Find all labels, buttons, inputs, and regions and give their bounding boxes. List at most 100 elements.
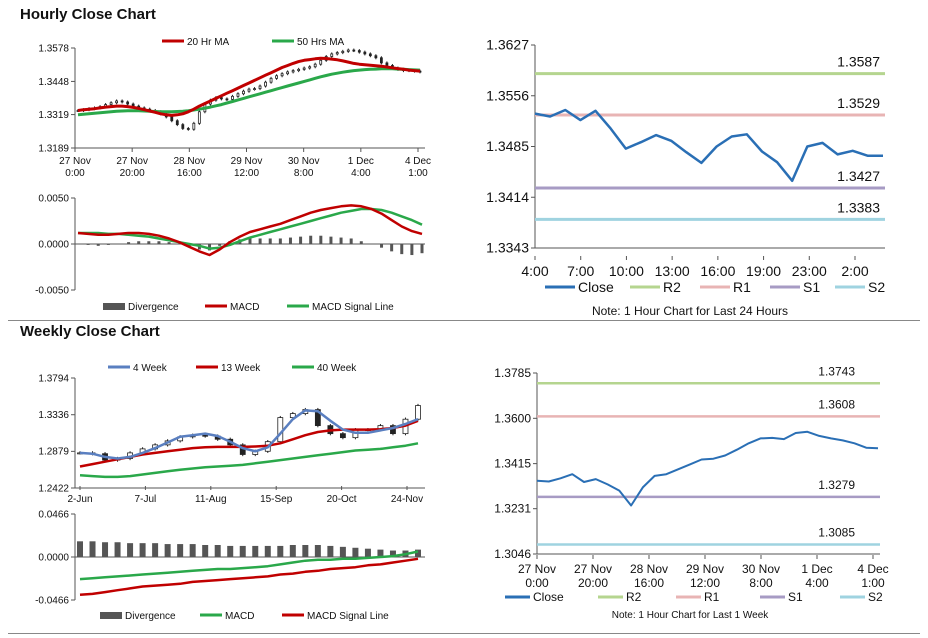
hourly-divergence-bar xyxy=(208,244,212,251)
weekly-divergence-bar xyxy=(77,541,83,557)
weekly-sr-x-axis-label: 12:00 xyxy=(690,576,720,590)
hourly-price-y-axis-tick-label: 1.3578 xyxy=(38,43,69,54)
hourly-sr-x-axis-label: 23:00 xyxy=(792,263,827,279)
weekly-signal-line xyxy=(79,557,419,597)
hourly-divergence-bar xyxy=(288,237,292,244)
hourly-candle-body xyxy=(291,70,295,73)
hourly-legend-macd-label: MACD xyxy=(230,302,259,313)
weekly-sr-x-axis-label: 1 Dec xyxy=(801,562,832,576)
weekly-candle-body xyxy=(202,434,209,437)
weekly-legend-divergence-swatch xyxy=(100,612,122,619)
hourly-divergence-bar xyxy=(157,241,161,244)
weekly-macd-y-axis-tick-label: -0.0466 xyxy=(35,595,69,606)
hourly-candle-body xyxy=(385,62,389,66)
hourly-price-x-axis-label: 8:00 xyxy=(294,168,314,179)
weekly-divergence-bar xyxy=(177,544,184,557)
hourly-price-y-axis-tick-label: 1.3448 xyxy=(38,77,69,88)
hourly-candle-body xyxy=(175,120,179,126)
weekly-sr-x-axis-label: 0:00 xyxy=(525,576,549,590)
hourly-divergence-bar xyxy=(359,241,363,244)
hourly-macd-y-axis-tick-label: -0.0050 xyxy=(35,285,69,296)
weekly-divergence-bar xyxy=(415,549,421,557)
weekly-divergence-bar xyxy=(239,545,246,557)
weekly-close-line xyxy=(536,430,879,507)
weekly-divergence-bar xyxy=(189,544,196,557)
weekly-sr-x-axis-label: 27 Nov xyxy=(518,562,556,576)
weekly-divergence-bar xyxy=(339,546,346,557)
weekly-price-x-axis-label: 24-Nov xyxy=(391,494,423,505)
hourly-divergence-bar xyxy=(127,242,131,244)
weekly-candle-body xyxy=(277,417,284,443)
hourly-candle-body xyxy=(247,88,251,92)
hourly-price-x-axis-label: 30 Nov xyxy=(288,156,320,167)
weekly-divergence-bar xyxy=(102,542,109,557)
hourly-price-x-axis-label: 1:00 xyxy=(408,168,428,179)
weekly-divergence-bar xyxy=(214,545,221,557)
weekly-sr-legend-label: S1 xyxy=(788,590,803,604)
weekly-sr-legend-label: S2 xyxy=(868,590,883,604)
weekly-sr-x-axis-label: 27 Nov xyxy=(574,562,612,576)
hourly-candle-body xyxy=(352,49,356,52)
weekly-legend-signal-label: MACD Signal Line xyxy=(307,611,389,622)
hourly-candle-body xyxy=(280,73,284,77)
hourly-sr-y-axis-tick-label: 1.3485 xyxy=(486,138,529,154)
weekly-divergence-bar xyxy=(202,545,209,557)
weekly-macd-line xyxy=(79,550,419,581)
hourly-candle-body xyxy=(170,116,174,122)
hourly-divergence-bar xyxy=(137,241,141,244)
hourly-candle-body xyxy=(297,68,301,72)
hourly-legend-divergence-swatch xyxy=(103,303,125,310)
hourly-price-y-axis-tick-label: 1.3319 xyxy=(38,110,69,121)
hourly-candle-body xyxy=(186,128,190,130)
hourly-candle-body xyxy=(253,88,256,91)
hourly-divergence-bar xyxy=(106,244,110,245)
weekly-legend-divergence-label: Divergence xyxy=(125,611,176,622)
weekly-divergence-bar xyxy=(164,544,171,557)
hourly-divergence-bar xyxy=(369,244,373,245)
hourly-divergence-bar xyxy=(380,244,384,248)
hourly-price-x-axis-label: 27 Nov xyxy=(116,156,148,167)
hourly-candle-body xyxy=(286,71,290,75)
hourly-candle-body xyxy=(275,75,278,79)
hourly-candle-body xyxy=(346,49,350,52)
hourly-macd-y-axis-tick-label: 0.0000 xyxy=(38,239,69,250)
hourly-level-label: 1.3427 xyxy=(837,168,880,184)
hourly-candle-body xyxy=(197,111,201,124)
hourly-candle-body xyxy=(269,77,273,83)
weekly-level-label: 1.3743 xyxy=(818,364,855,378)
hourly-ma20-line xyxy=(77,56,421,117)
hourly-candle-body xyxy=(115,100,119,104)
hourly-candle-body xyxy=(341,50,345,54)
hourly-sr-y-axis-tick-label: 1.3556 xyxy=(486,87,529,103)
hourly-level-label: 1.3587 xyxy=(837,54,880,70)
hourly-sr-legend-label: Close xyxy=(578,279,614,295)
weekly-sr-x-axis-label: 20:00 xyxy=(578,576,608,590)
hourly-price-x-axis-label: 1 Dec xyxy=(348,156,374,167)
hourly-price-x-axis-label: 0:00 xyxy=(65,168,85,179)
hourly-sr-y-axis-tick-label: 1.3343 xyxy=(486,240,529,256)
hourly-divergence-bar xyxy=(319,235,323,244)
hourly-sr-x-axis-label: 10:00 xyxy=(609,263,644,279)
hourly-sr-x-axis-label: 19:00 xyxy=(746,263,781,279)
hourly-divergence-bar xyxy=(329,236,333,244)
weekly-legend-macd-label: MACD xyxy=(225,611,254,622)
weekly-level-label: 1.3085 xyxy=(818,525,855,539)
weekly-divergence-bar xyxy=(377,549,384,557)
hourly-sr-x-axis-label: 16:00 xyxy=(700,263,735,279)
weekly-candle-body xyxy=(289,413,296,419)
weekly-divergence-bar xyxy=(89,541,96,557)
weekly-sr-legend-label: R1 xyxy=(704,590,720,604)
hourly-candle-body xyxy=(220,97,223,100)
hourly-divergence-bar xyxy=(167,242,171,244)
hourly-price-x-axis-label: 28 Nov xyxy=(173,156,205,167)
hourly-candle-body xyxy=(126,101,130,105)
hourly-level-label: 1.3383 xyxy=(837,199,880,215)
weekly-price-y-axis-tick-label: 1.2422 xyxy=(38,483,69,494)
weekly-legend-ma4-label: 4 Week xyxy=(133,363,168,374)
weekly-divergence-bar xyxy=(277,545,284,557)
hourly-sr-x-axis-label: 4:00 xyxy=(521,263,548,279)
hourly-sr-legend-label: R2 xyxy=(663,279,681,295)
hourly-divergence-bar xyxy=(248,238,252,244)
hourly-divergence-bar xyxy=(309,235,313,244)
